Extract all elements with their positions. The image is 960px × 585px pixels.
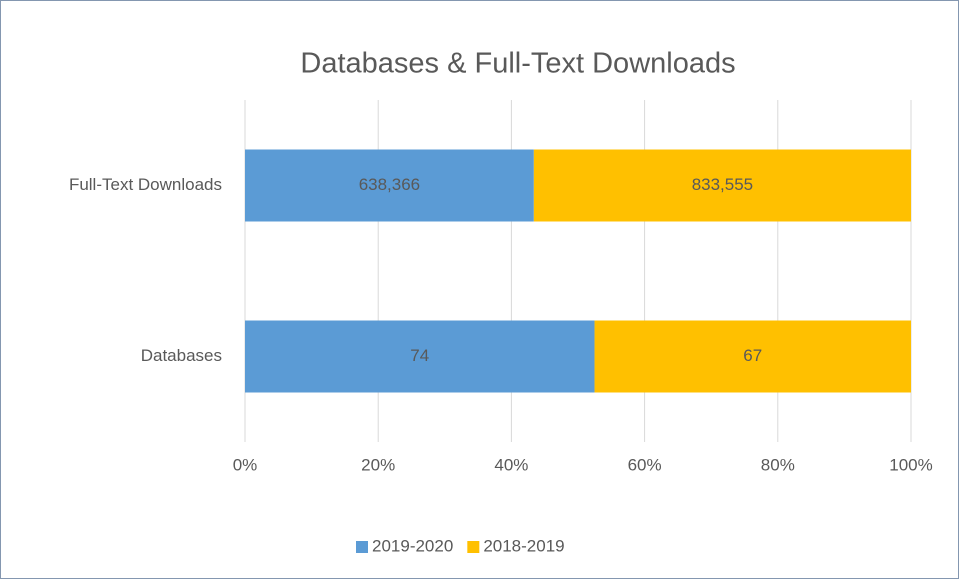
data-label: 74 <box>410 346 429 365</box>
legend-label: 2018-2019 <box>483 536 564 555</box>
data-label: 833,555 <box>692 175 753 194</box>
x-tick-label: 60% <box>628 455 662 474</box>
legend-label: 2019-2020 <box>372 536 453 555</box>
legend-swatch <box>467 541 480 553</box>
x-tick-label: 100% <box>889 455 932 474</box>
x-tick-label: 20% <box>361 455 395 474</box>
x-tick-label: 80% <box>761 455 795 474</box>
bar-segment <box>533 149 911 222</box>
bar-segment <box>245 149 534 222</box>
chart-title: Databases & Full-Text Downloads <box>300 48 735 80</box>
data-label: 67 <box>743 346 762 365</box>
x-tick-label: 40% <box>494 455 528 474</box>
bar-segment <box>594 320 911 393</box>
data-label: 638,366 <box>359 175 420 194</box>
legend-swatch <box>356 541 368 553</box>
x-tick-label: 0% <box>233 455 258 474</box>
bar-segment <box>245 320 595 393</box>
y-tick-label: Databases <box>141 346 222 365</box>
y-tick-label: Full-Text Downloads <box>69 175 222 194</box>
